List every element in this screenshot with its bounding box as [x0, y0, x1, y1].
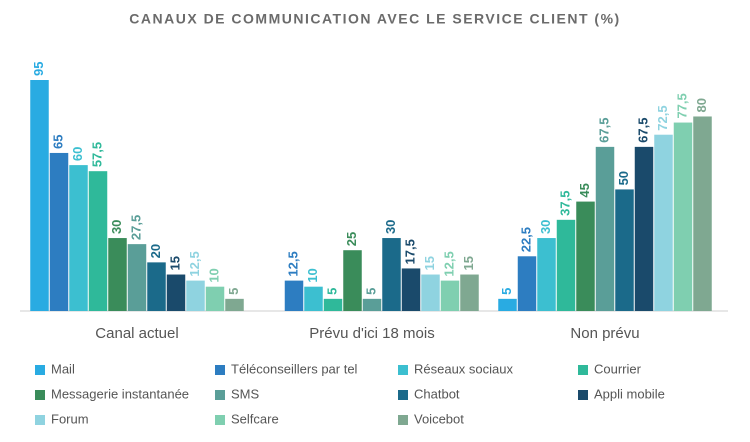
- bar: [30, 80, 49, 311]
- legend-label: Courrier: [594, 361, 642, 376]
- bar: [108, 238, 127, 311]
- value-label: 80: [694, 98, 709, 112]
- bar: [576, 201, 595, 311]
- legend-label: Téléconseillers par tel: [231, 361, 358, 376]
- value-label: 67,5: [596, 118, 611, 143]
- value-label: 10: [206, 268, 221, 282]
- value-label: 12,5: [285, 251, 300, 276]
- bar: [498, 298, 517, 311]
- bar: [205, 286, 225, 311]
- value-label: 5: [324, 288, 339, 295]
- legend-swatch: [215, 365, 225, 375]
- value-label: 5: [363, 288, 378, 295]
- chart-title: CANAUX DE COMMUNICATION AVEC LE SERVICE …: [129, 11, 620, 27]
- legend-label: Forum: [51, 411, 89, 426]
- legend-label: SMS: [231, 386, 260, 401]
- bar: [304, 286, 323, 311]
- bar: [421, 274, 440, 311]
- value-label: 77,5: [674, 93, 689, 118]
- value-label: 5: [499, 288, 514, 295]
- bar: [537, 238, 556, 311]
- bar: [673, 122, 693, 311]
- bar: [88, 171, 108, 311]
- legend-swatch: [35, 390, 45, 400]
- legend-label: Réseaux sociaux: [414, 361, 513, 376]
- bar: [147, 262, 166, 311]
- value-label: 12,5: [187, 251, 202, 276]
- legend-swatch: [35, 415, 45, 425]
- bar: [595, 146, 615, 311]
- value-label: 45: [577, 183, 592, 197]
- x-tick-label: Canal actuel: [95, 325, 178, 342]
- legend-label: Voicebot: [414, 411, 464, 426]
- value-label: 15: [167, 256, 182, 270]
- bar: [69, 165, 88, 311]
- value-label: 15: [461, 256, 476, 270]
- value-label: 25: [344, 232, 359, 246]
- x-tick-label: Non prévu: [570, 325, 639, 342]
- bar: [49, 152, 69, 311]
- legend-swatch: [398, 365, 408, 375]
- legend-swatch: [215, 415, 225, 425]
- value-label: 10: [305, 268, 320, 282]
- legend-swatch: [578, 390, 588, 400]
- bar: [693, 116, 712, 311]
- value-label: 15: [422, 256, 437, 270]
- value-label: 67,5: [635, 118, 650, 143]
- bar: [362, 298, 382, 311]
- bar: [323, 298, 343, 311]
- value-label: 20: [148, 244, 163, 258]
- legend-label: Chatbot: [414, 386, 460, 401]
- bar: [127, 244, 147, 311]
- legend-swatch: [578, 365, 588, 375]
- value-label: 17,5: [402, 239, 417, 264]
- value-label: 65: [50, 134, 65, 148]
- value-label: 5: [226, 288, 241, 295]
- bar: [186, 280, 205, 311]
- legend-label: Messagerie instantanée: [51, 386, 189, 401]
- value-label: 12,5: [441, 251, 456, 276]
- bar: [166, 274, 186, 311]
- bar: [343, 250, 362, 311]
- value-label: 72,5: [655, 105, 670, 130]
- x-tick-label: Prévu d'ici 18 mois: [309, 325, 434, 342]
- value-label: 37,5: [557, 191, 572, 216]
- value-label: 22,5: [518, 227, 533, 252]
- value-label: 95: [31, 62, 46, 76]
- bar: [225, 298, 244, 311]
- bar: [401, 268, 421, 311]
- bar: [284, 280, 304, 311]
- legend-label: Mail: [51, 361, 75, 376]
- bar: [460, 274, 479, 311]
- bar: [634, 146, 654, 311]
- value-label: 57,5: [89, 142, 104, 167]
- legend-label: Selfcare: [231, 411, 279, 426]
- bar: [517, 256, 537, 311]
- bar: [382, 238, 401, 311]
- value-label: 50: [616, 171, 631, 185]
- legend-swatch: [35, 365, 45, 375]
- bar: [556, 219, 576, 311]
- value-label: 30: [109, 220, 124, 234]
- value-label: 30: [538, 220, 553, 234]
- value-label: 27,5: [128, 215, 143, 240]
- bar: [440, 280, 460, 311]
- legend-swatch: [398, 390, 408, 400]
- legend-label: Appli mobile: [594, 386, 665, 401]
- bar: [654, 134, 673, 311]
- value-label: 60: [70, 147, 85, 161]
- legend-swatch: [398, 415, 408, 425]
- value-label: 30: [383, 220, 398, 234]
- legend-swatch: [215, 390, 225, 400]
- bar: [615, 189, 634, 311]
